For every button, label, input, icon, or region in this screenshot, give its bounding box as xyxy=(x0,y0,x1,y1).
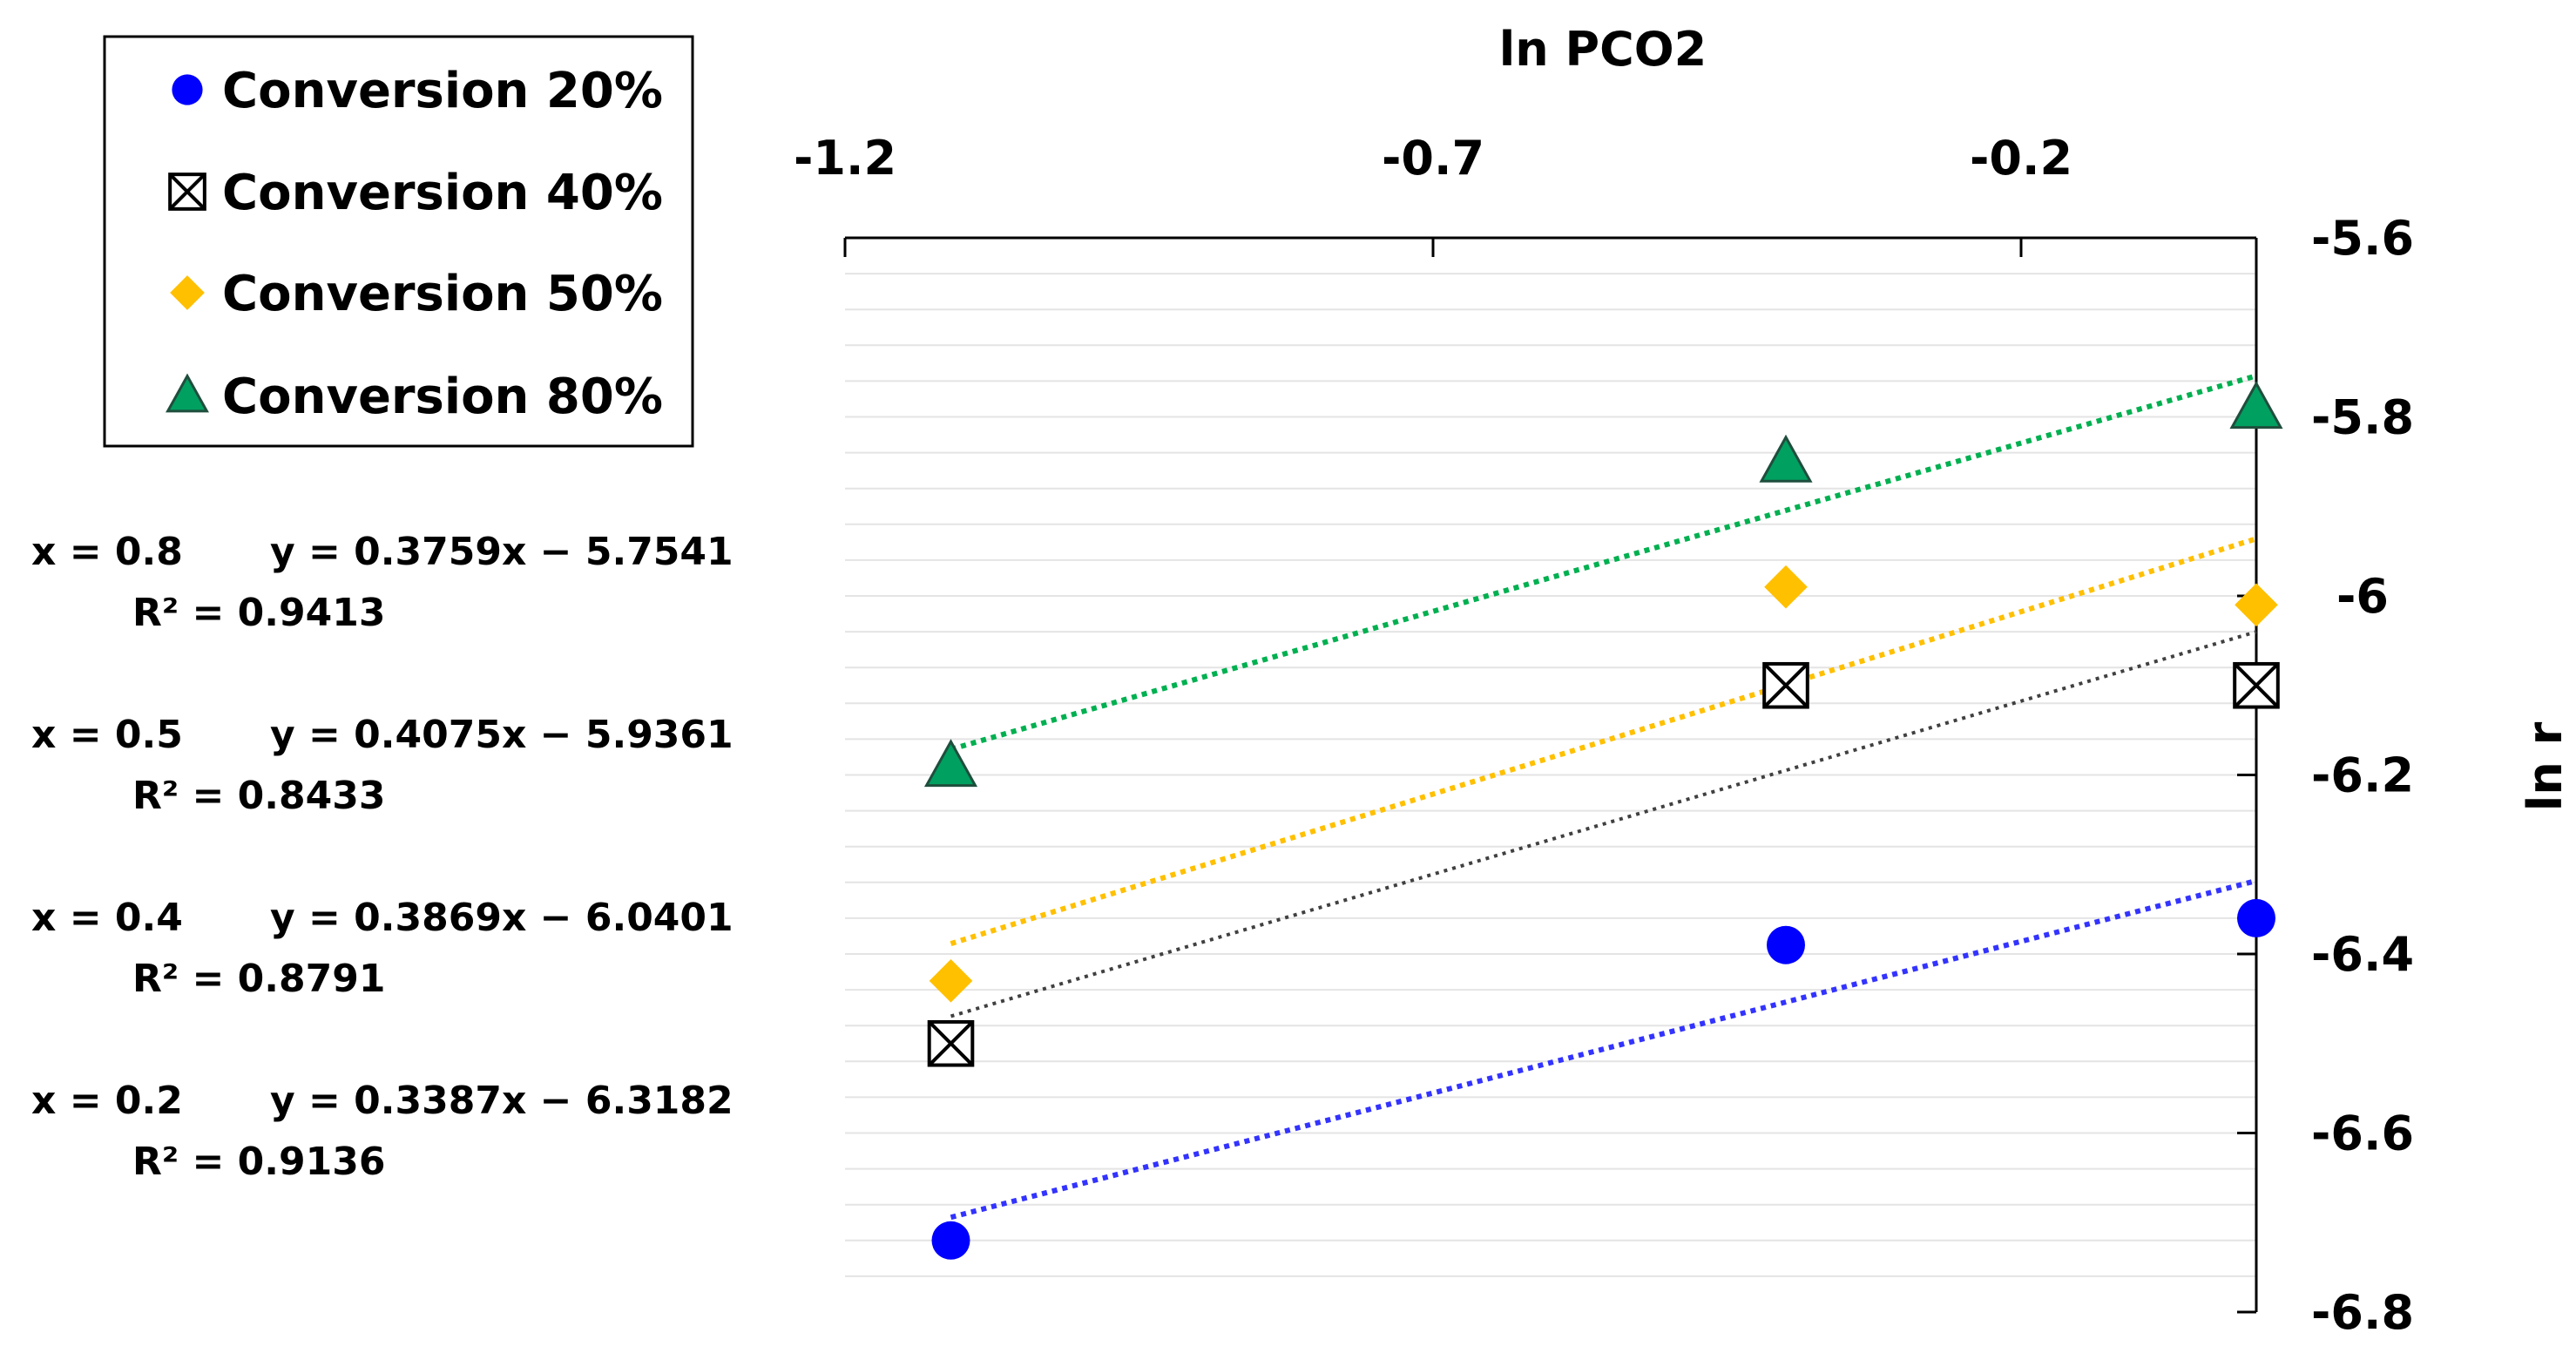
annotation-equation: y = 0.3387x − 6.3182 xyxy=(270,1079,734,1123)
legend-item: Conversion 80% xyxy=(166,369,663,425)
annotation-r-squared: R² = 0.8433 xyxy=(132,774,385,818)
legend-label: Conversion 40% xyxy=(222,165,663,221)
x-axis-title: ln PCO2 xyxy=(1499,22,1707,77)
x-tick-label: -0.2 xyxy=(1970,131,2072,186)
y-tick-label: -6.4 xyxy=(2311,927,2414,982)
annotation-x-value: x = 0.2 xyxy=(31,1079,183,1123)
triangle-marker xyxy=(923,739,978,788)
y-tick-label: -6.2 xyxy=(2311,748,2414,803)
circle-marker xyxy=(2237,898,2275,937)
data-point-series-1 xyxy=(1767,925,1805,964)
annotation-x-value: x = 0.5 xyxy=(31,713,183,757)
data-point-series-4 xyxy=(923,739,978,788)
axes: -1.2 -0.7 -0.2 -5.6 -5.8 -6 -6.2 -6.4 -6.6 -6.8 xyxy=(794,131,2414,1340)
trendline-4 xyxy=(950,373,2257,752)
trendlines xyxy=(950,373,2257,1221)
legend: Conversion 20% Conversion 40% Conversion 5… xyxy=(103,35,694,448)
equation-block: x = 0.2 y = 0.3387x − 6.3182 R² = 0.9136 xyxy=(31,1079,734,1184)
data-point-series-3 xyxy=(929,959,973,1003)
data-point-series-3 xyxy=(2235,583,2278,627)
diamond-marker xyxy=(2235,583,2278,627)
x-tick-label: -0.7 xyxy=(1382,131,1484,186)
annotation-x-value: x = 0.8 xyxy=(31,530,183,574)
data-point-series-4 xyxy=(2229,381,2283,430)
legend-marker xyxy=(172,74,203,105)
data-point-series-2 xyxy=(927,1019,975,1067)
y-tick-label: -5.6 xyxy=(2311,211,2414,266)
y-tick-label: -5.8 xyxy=(2311,390,2414,445)
y-tick-label: -6 xyxy=(2336,569,2389,624)
legend-label: Conversion 50% xyxy=(222,266,663,322)
box-cross-b xyxy=(2233,662,2280,708)
legend-label: Conversion 20% xyxy=(222,63,663,119)
equation-block: x = 0.4 y = 0.3869x − 6.0401 R² = 0.8791 xyxy=(31,896,734,1001)
diamond-marker xyxy=(929,959,973,1003)
annotation-equation: y = 0.3869x − 6.0401 xyxy=(270,896,734,940)
y-axis-title: ln r xyxy=(2518,721,2573,811)
annotation-equation: y = 0.4075x − 5.9361 xyxy=(270,713,734,757)
legend-item: Conversion 40% xyxy=(168,165,663,221)
data-point-series-2 xyxy=(1762,661,1809,709)
legend-label: Conversion 80% xyxy=(222,369,663,425)
legend-marker xyxy=(166,373,209,413)
data-points xyxy=(923,381,2283,1260)
triangle-marker xyxy=(1759,434,1813,483)
annotation-r-squared: R² = 0.9413 xyxy=(132,591,385,635)
x-tick-label: -1.2 xyxy=(794,131,896,186)
y-tick-label: -6.6 xyxy=(2311,1106,2414,1161)
data-point-series-4 xyxy=(1759,434,1813,483)
data-point-series-2 xyxy=(2233,661,2280,709)
legend-marker xyxy=(168,173,206,211)
data-point-series-3 xyxy=(1764,565,1808,609)
legend-item: Conversion 50% xyxy=(170,266,663,322)
equation-block: x = 0.8 y = 0.3759x − 5.7541 R² = 0.9413 xyxy=(31,530,734,635)
annotation-equation: y = 0.3759x − 5.7541 xyxy=(270,530,734,574)
minor-gridlines xyxy=(845,273,2256,1277)
diamond-marker xyxy=(1764,565,1808,609)
y-tick-label: -6.8 xyxy=(2311,1285,2414,1340)
circle-marker xyxy=(172,74,203,105)
trendline-2 xyxy=(950,630,2257,1018)
box-cross-b xyxy=(928,1020,974,1066)
annotation-r-squared: R² = 0.9136 xyxy=(132,1140,385,1184)
box-cross-b xyxy=(1762,662,1809,708)
triangle-marker xyxy=(2229,381,2283,430)
data-point-series-1 xyxy=(931,1221,970,1260)
circle-marker xyxy=(931,1221,970,1260)
trendline-1 xyxy=(950,878,2257,1221)
legend-marker xyxy=(170,275,205,310)
trendline-3 xyxy=(950,536,2257,946)
data-point-series-1 xyxy=(2237,898,2275,937)
diamond-marker xyxy=(170,275,205,310)
circle-marker xyxy=(1767,925,1805,964)
annotation-x-value: x = 0.4 xyxy=(31,896,183,940)
legend-box xyxy=(103,35,694,448)
legend-item: Conversion 20% xyxy=(172,63,663,119)
annotation-r-squared: R² = 0.8791 xyxy=(132,957,385,1001)
triangle-marker xyxy=(166,373,209,413)
box-cross-b xyxy=(168,173,206,211)
equation-block: x = 0.5 y = 0.4075x − 5.9361 R² = 0.8433 xyxy=(31,713,734,818)
